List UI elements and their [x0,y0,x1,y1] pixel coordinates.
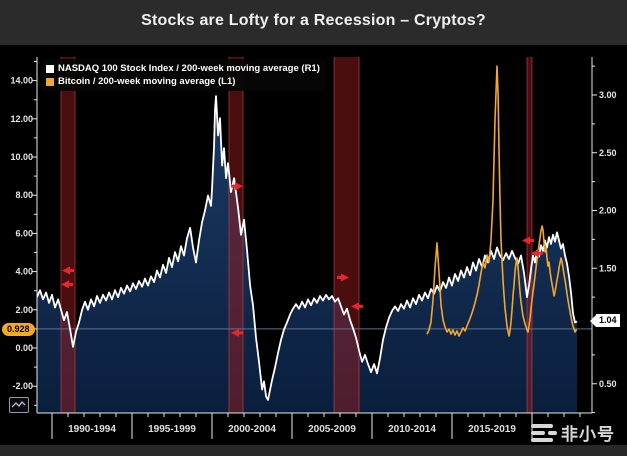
recession-band [60,57,76,413]
left-axis-tick-label: 4.00 [15,267,33,277]
bitcoin-line [426,65,578,337]
right-axis-tick-label: 2.00 [599,206,617,216]
legend-item-nasdaq[interactable]: NASDAQ 100 Stock Index / 200-week moving… [46,62,320,75]
axes-frame [32,57,597,417]
left-axis-tick-label: 0.00 [15,343,33,353]
legend-item-bitcoin[interactable]: Bitcoin / 200-week moving average (L1) [46,75,320,88]
news-marker-icon[interactable] [231,328,243,337]
recession-band [334,57,360,413]
news-marker-icon[interactable] [337,273,349,282]
legend-label-nasdaq: NASDAQ 100 Stock Index / 200-week moving… [58,63,320,74]
x-axis-label: 2015-2019 [468,424,516,435]
left-axis-tick-label: 6.00 [15,228,33,238]
x-axis-label-strip: 1990-1994 1995-1999 2000-2004 2005-2009 … [0,421,627,443]
feixiaohao-watermark: 非小号 [531,420,615,445]
left-axis-tick-label: 14.00 [10,76,33,86]
right-axis-tick-label: 2.50 [599,148,617,158]
news-marker-icon[interactable] [61,280,74,289]
news-marker-icon[interactable] [351,302,363,311]
chart-tool-icon[interactable] [9,397,29,413]
news-marker-icon[interactable] [522,236,535,245]
plot-layers [37,57,592,413]
left-axis-tick-label: 12.00 [10,114,33,124]
news-marker-icon[interactable] [62,266,75,275]
x-axis-label: 1995-1999 [148,424,196,435]
nasdaq-swatch-icon [46,64,54,73]
news-marker-icon[interactable] [231,182,244,191]
left-axis-tick-label: 2.00 [15,305,33,315]
page-title: Stocks are Lofty for a Recession – Crypt… [0,0,627,45]
nasdaq-line [37,95,578,401]
feixiaohao-logo-icon [531,423,557,443]
legend-label-bitcoin: Bitcoin / 200-week moving average (L1) [58,76,236,87]
right-axis-tick-label: 1.50 [599,263,617,273]
nasdaq-area-fill [37,96,577,413]
x-axis-label: 2000-2004 [228,424,276,435]
bitcoin-swatch-icon [46,77,54,86]
bitcoin-last-value-badge: 0.928 [2,323,35,337]
x-axis-label: 2010-2014 [388,424,436,435]
mini-chart-glyph [11,401,26,408]
recession-band [527,57,532,413]
chart-svg: 14.00 12.00 10.00 8.00 6.00 4.00 2.00 0.00 -2.00… [10,57,617,439]
news-marker-icon[interactable] [531,249,543,258]
left-axis-tick-label: -2.00 [12,381,33,391]
x-axis-label: 2005-2009 [308,424,356,435]
nasdaq-last-value-badge: 1.04 [590,314,620,328]
left-axis-tick-label: 8.00 [15,190,33,200]
left-axis-tick-label: 10.00 [10,152,33,162]
chart-legend: NASDAQ 100 Stock Index / 200-week moving… [42,59,326,91]
right-axis-tick-label: 0.50 [599,379,617,389]
chart-plot-area[interactable]: 14.00 12.00 10.00 8.00 6.00 4.00 2.00 0.00 -2.00… [0,45,627,445]
recession-band [228,57,244,413]
watermark-text: 非小号 [561,425,615,444]
x-axis-label: 1990-1994 [68,424,116,435]
right-axis-tick-label: 3.00 [599,90,617,100]
